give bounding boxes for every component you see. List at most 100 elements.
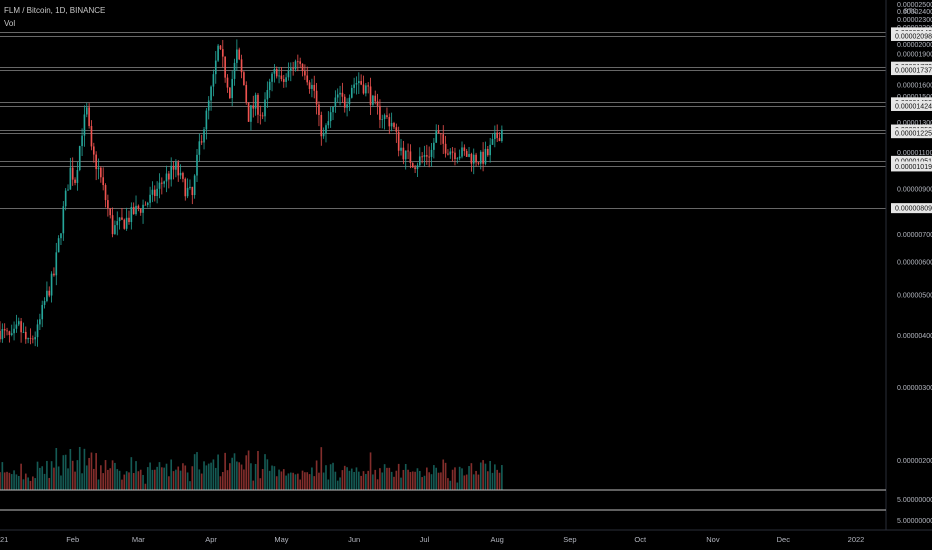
candle xyxy=(486,145,489,157)
volume-bar xyxy=(210,462,212,490)
price-axis[interactable]: 0.000024000.000023000.000022000.00002000… xyxy=(897,9,932,465)
volume-bar xyxy=(407,469,409,490)
candle xyxy=(341,82,344,104)
volume-bar xyxy=(299,479,302,490)
candle-body xyxy=(142,204,144,213)
volume-bar xyxy=(468,466,470,490)
candle-body xyxy=(207,100,210,111)
volume-bar xyxy=(168,476,170,490)
candle xyxy=(433,138,435,159)
volume-bar xyxy=(273,466,276,490)
candle xyxy=(221,39,224,68)
candle-body xyxy=(62,206,65,234)
volume-bar xyxy=(149,462,151,490)
volume-indicator-label[interactable]: Vol xyxy=(4,19,16,28)
candle xyxy=(231,70,233,107)
candle xyxy=(95,151,97,181)
candle xyxy=(301,63,304,77)
level-badge: 0.00000809 xyxy=(891,203,932,214)
volume-bar xyxy=(257,450,259,490)
symbol-title[interactable]: FLM / Bitcoin, 1D, BINANCE xyxy=(4,6,106,15)
candle xyxy=(74,177,76,186)
candle xyxy=(114,220,116,235)
volume-bar xyxy=(308,474,311,490)
candle xyxy=(498,132,501,142)
volume-bar xyxy=(123,474,126,490)
candle-body xyxy=(191,186,194,196)
candle-body xyxy=(184,178,187,197)
volume-bar xyxy=(97,479,100,490)
candle-body xyxy=(271,73,273,82)
volume-bar xyxy=(158,462,161,490)
volume-bar xyxy=(243,469,245,490)
candle xyxy=(121,207,123,221)
candle-body xyxy=(266,90,269,100)
candle-body xyxy=(449,151,452,155)
candle xyxy=(69,157,72,190)
candle-body xyxy=(71,167,74,180)
candle xyxy=(238,47,241,61)
candle xyxy=(116,211,119,236)
volume-bar xyxy=(360,475,362,490)
sub-pane-label-2: 5.00000000 xyxy=(897,518,932,525)
candle-body xyxy=(13,328,15,334)
candle-body xyxy=(64,190,67,207)
candle xyxy=(447,149,449,156)
candle-body xyxy=(205,110,208,130)
volume-bar xyxy=(444,462,447,490)
candle-body xyxy=(372,95,374,105)
candle xyxy=(369,77,372,116)
volume-bar xyxy=(451,469,454,490)
candle xyxy=(365,83,367,97)
candle xyxy=(275,66,278,79)
volume-bar xyxy=(322,472,325,490)
volume-bar xyxy=(341,470,344,490)
time-tick-label: Aug xyxy=(491,535,504,544)
candle-body xyxy=(287,70,290,78)
candle xyxy=(229,87,231,100)
candle xyxy=(388,113,391,135)
volume-bar xyxy=(104,460,107,490)
candle-body xyxy=(395,127,398,132)
candle xyxy=(81,128,83,157)
candle-body xyxy=(153,189,156,196)
candle xyxy=(175,159,177,178)
candle-body xyxy=(400,147,402,151)
candle xyxy=(451,147,454,162)
candle-body xyxy=(421,156,423,158)
candle-body xyxy=(182,172,184,179)
candle-body xyxy=(386,115,388,118)
candle-body xyxy=(311,84,313,89)
volume-bar xyxy=(372,474,374,490)
volume-bar xyxy=(92,468,95,490)
candle-body xyxy=(458,156,461,159)
candle xyxy=(179,164,182,180)
candle xyxy=(163,180,165,188)
time-axis[interactable]: 2021 Feb Mar Apr May Jun Jul Aug Sep Oct Nov Dec 202… xyxy=(0,535,864,544)
candle xyxy=(186,178,189,199)
candle xyxy=(125,207,128,231)
volume-bar xyxy=(390,471,393,490)
candle-body xyxy=(470,153,473,164)
candle xyxy=(400,139,402,156)
candle-body xyxy=(139,208,142,213)
candle-body xyxy=(81,135,83,147)
candle xyxy=(102,167,105,191)
volume-bar xyxy=(64,454,67,490)
candle-body xyxy=(158,182,161,189)
candle-body xyxy=(334,97,337,107)
candle-body xyxy=(196,154,198,176)
candle-body xyxy=(327,121,330,126)
level-badge-bg xyxy=(891,155,932,166)
candle-body xyxy=(6,330,8,332)
candle-body xyxy=(48,290,51,296)
candle-body xyxy=(165,173,168,182)
level-badge: 0.00001424 xyxy=(891,100,932,111)
candle-body xyxy=(388,117,391,127)
candle xyxy=(252,95,255,118)
candle xyxy=(299,57,302,69)
candle xyxy=(456,157,459,164)
candle-body xyxy=(8,331,11,335)
candle xyxy=(440,133,442,145)
